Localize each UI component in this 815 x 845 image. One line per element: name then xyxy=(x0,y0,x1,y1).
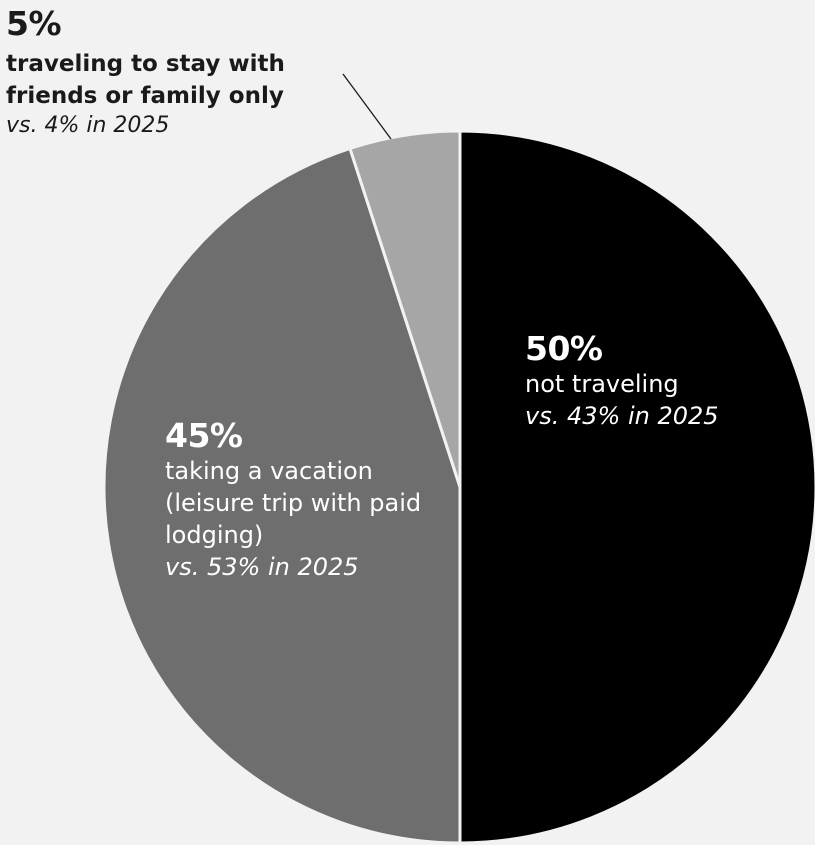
percent-label-vacation: 45% xyxy=(165,416,243,455)
comparison-label-not-traveling: vs. 43% in 2025 xyxy=(525,402,719,430)
slice-label-not-traveling: not traveling xyxy=(525,370,679,398)
slice-label-friends-family: traveling to stay with friends or family… xyxy=(6,51,285,109)
slice-not-traveling xyxy=(458,129,815,845)
comparison-label-friends-family: vs. 4% in 2025 xyxy=(6,113,170,138)
slice-friends-family xyxy=(348,129,462,489)
slice-label-vacation: taking a vacation (leisure trip with pai… xyxy=(165,457,422,549)
label-vacation: 45% taking a vacation (leisure trip with… xyxy=(165,417,435,583)
percent-label-not-traveling: 50% xyxy=(525,329,603,368)
label-not-traveling: 50% not traveling vs. 43% in 2025 xyxy=(525,330,785,432)
slice-vacation xyxy=(102,146,462,845)
comparison-label-vacation: vs. 53% in 2025 xyxy=(165,553,359,581)
pie-slices xyxy=(102,129,815,845)
leader-line-friends xyxy=(342,73,392,140)
percent-label-friends-family: 5% xyxy=(6,4,62,43)
label-friends-family: 5% traveling to stay with friends or fam… xyxy=(6,0,346,140)
